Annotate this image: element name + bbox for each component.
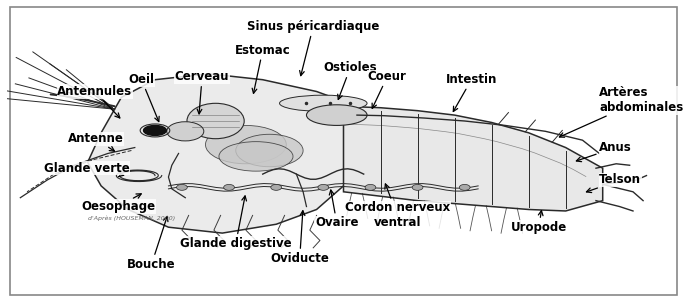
Text: Antenne: Antenne <box>67 132 124 151</box>
Text: Uropode: Uropode <box>510 211 567 234</box>
Text: Sinus péricardiaque: Sinus péricardiaque <box>247 20 379 76</box>
Text: Artères
abdominales: Artères abdominales <box>559 86 684 137</box>
Ellipse shape <box>224 185 234 190</box>
Text: Ovaire: Ovaire <box>315 190 359 229</box>
Text: Oesophage: Oesophage <box>81 194 155 213</box>
Polygon shape <box>88 74 370 233</box>
Ellipse shape <box>280 95 367 111</box>
Text: Glande digestive: Glande digestive <box>180 196 291 250</box>
Text: Oviducte: Oviducte <box>270 211 329 265</box>
Text: d'Après (HOUSEMAN, 2000): d'Après (HOUSEMAN, 2000) <box>88 216 175 221</box>
Text: Bouche: Bouche <box>127 216 176 271</box>
Ellipse shape <box>460 185 470 190</box>
Circle shape <box>144 126 166 135</box>
Ellipse shape <box>167 122 204 141</box>
Ellipse shape <box>318 185 328 190</box>
Ellipse shape <box>365 185 376 190</box>
Text: Telson: Telson <box>587 173 642 193</box>
Text: Antennules: Antennules <box>57 85 133 118</box>
Ellipse shape <box>177 185 188 190</box>
Ellipse shape <box>306 105 367 126</box>
Text: Ostioles: Ostioles <box>324 61 377 99</box>
Text: Anus: Anus <box>576 141 632 162</box>
Text: Cerveau: Cerveau <box>175 70 229 114</box>
Text: Estomac: Estomac <box>235 44 291 93</box>
Text: Coeur: Coeur <box>368 70 407 108</box>
Ellipse shape <box>412 185 423 190</box>
Polygon shape <box>344 106 602 211</box>
Ellipse shape <box>205 126 286 164</box>
Text: Cordon nerveux
ventral: Cordon nerveux ventral <box>345 184 450 229</box>
Ellipse shape <box>271 185 282 190</box>
Ellipse shape <box>187 103 244 139</box>
Ellipse shape <box>219 142 293 171</box>
Text: Glande verte: Glande verte <box>44 162 130 177</box>
Text: Intestin: Intestin <box>446 73 497 111</box>
Text: Oeil: Oeil <box>128 73 159 122</box>
Ellipse shape <box>236 134 303 167</box>
